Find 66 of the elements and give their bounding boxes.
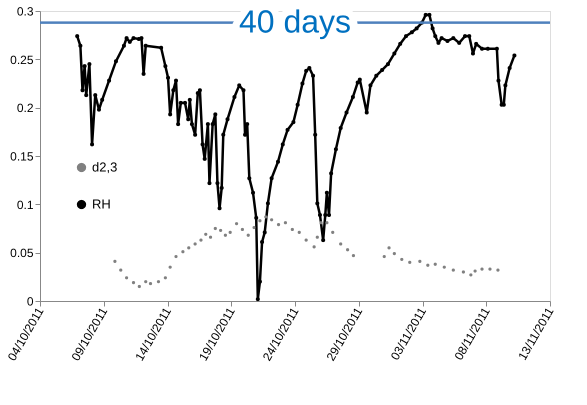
point — [480, 268, 484, 271]
point — [392, 252, 396, 256]
point — [352, 254, 356, 258]
y-tick-label: 0.2 — [16, 101, 34, 116]
point — [194, 242, 197, 246]
point — [462, 270, 465, 274]
point — [264, 215, 268, 218]
point — [316, 236, 319, 239]
point — [125, 276, 128, 280]
point — [148, 282, 152, 286]
point — [408, 260, 412, 264]
point — [164, 276, 167, 280]
point — [426, 264, 430, 267]
point — [270, 218, 274, 222]
point — [312, 245, 316, 248]
point — [418, 260, 422, 263]
point — [181, 250, 184, 254]
point — [224, 234, 227, 237]
point — [234, 222, 238, 226]
y-tick-label: 0.05 — [10, 246, 34, 260]
point — [113, 260, 116, 263]
point — [252, 226, 256, 230]
point — [174, 254, 178, 258]
point — [325, 221, 328, 224]
point — [199, 238, 203, 242]
point — [228, 230, 232, 234]
y-tick-label: 0 — [26, 294, 34, 308]
point — [304, 238, 308, 242]
point — [284, 221, 288, 224]
point — [276, 223, 280, 226]
point — [144, 280, 148, 284]
point — [469, 273, 472, 276]
point — [382, 254, 386, 258]
y-tick-label: 0.25 — [10, 52, 34, 67]
point — [400, 258, 404, 262]
point — [387, 246, 391, 250]
point — [319, 221, 323, 224]
y-tick-label: 0.15 — [10, 150, 34, 164]
point — [168, 266, 172, 269]
point — [434, 262, 437, 266]
point — [452, 268, 455, 272]
point — [204, 232, 208, 236]
point — [331, 230, 334, 234]
legend-label: d2,3 — [92, 160, 118, 174]
point — [132, 281, 136, 284]
point — [346, 248, 350, 252]
point — [246, 234, 250, 237]
point — [258, 219, 262, 222]
point — [187, 246, 190, 250]
point — [156, 280, 160, 284]
point — [488, 268, 492, 271]
point — [339, 242, 342, 246]
point — [474, 269, 477, 273]
point — [219, 228, 222, 232]
y-tick-label: 0.3 — [16, 4, 34, 18]
y-tick-label: 0.1 — [16, 198, 34, 212]
point — [119, 268, 122, 272]
point — [298, 230, 301, 234]
legend-label: RH — [92, 196, 111, 212]
point — [496, 268, 500, 272]
point — [442, 266, 446, 269]
point — [138, 284, 141, 288]
point — [240, 228, 244, 232]
point — [290, 228, 294, 232]
point — [214, 226, 217, 230]
point — [208, 236, 212, 239]
